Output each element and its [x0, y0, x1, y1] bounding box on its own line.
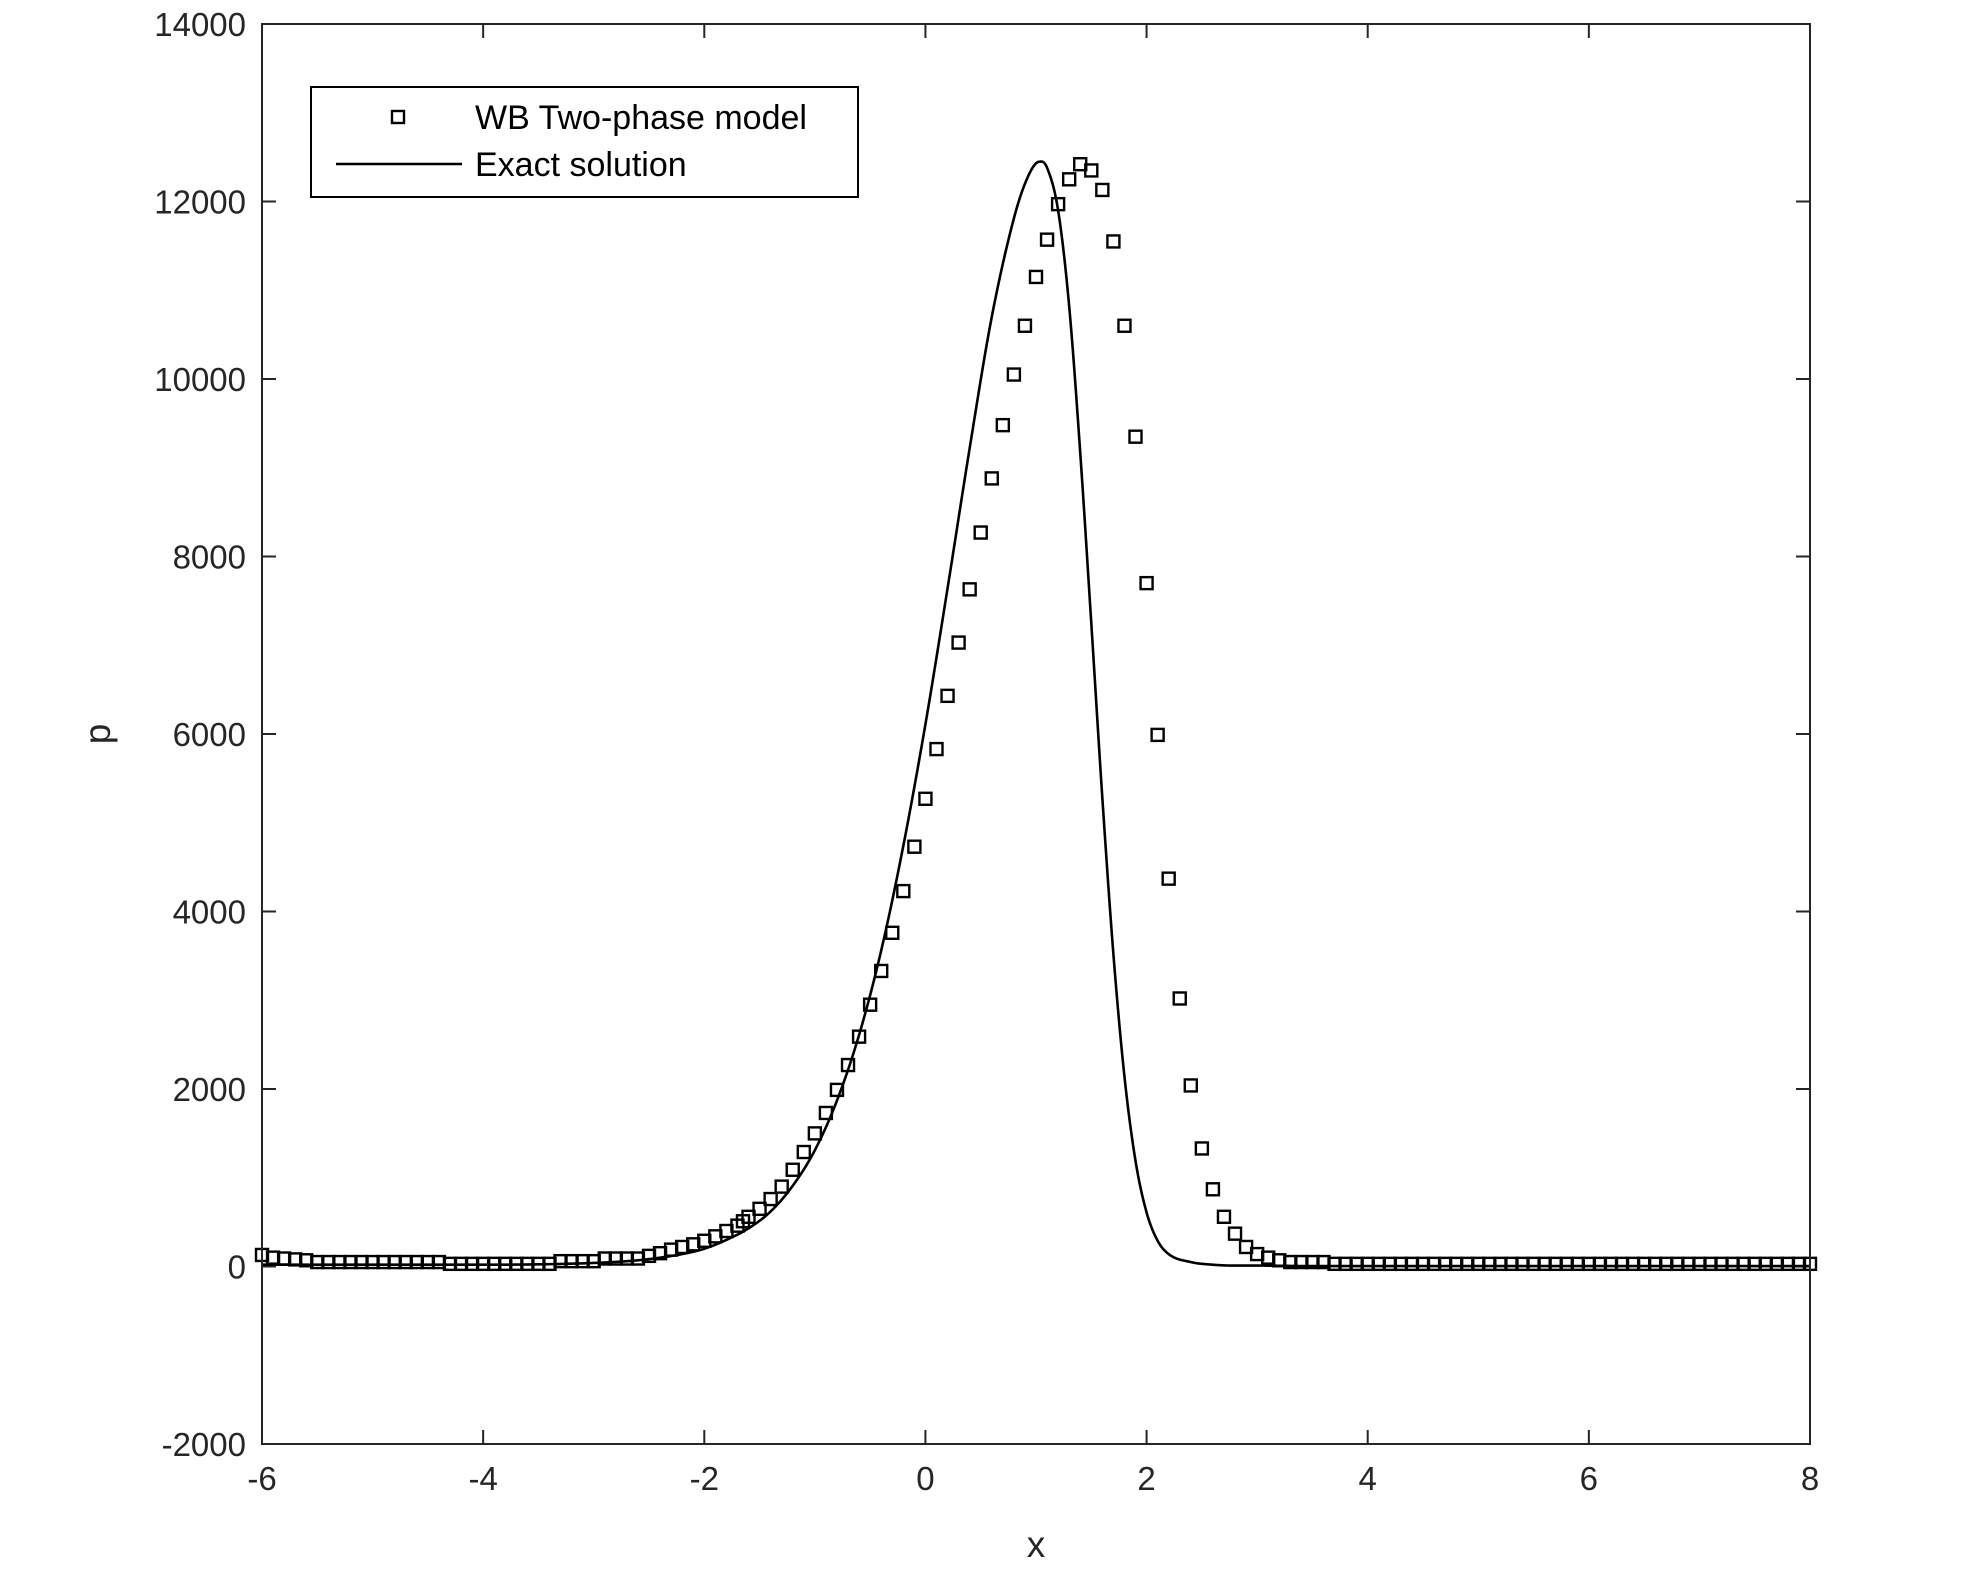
data-point-marker [885, 925, 900, 940]
data-point-marker [741, 1209, 756, 1225]
data-point-marker [1117, 318, 1132, 333]
data-point-marker [851, 1029, 867, 1044]
x-tick-label: -2 [690, 1460, 719, 1497]
x-tick-label: 2 [1137, 1460, 1155, 1497]
data-point-marker [1227, 1226, 1243, 1241]
data-point-marker [940, 688, 955, 704]
data-point-marker [1161, 871, 1176, 886]
data-point-marker [1084, 163, 1099, 178]
data-point-marker [840, 1057, 856, 1073]
y-tick-label: 8000 [173, 539, 246, 576]
y-tick-label: 14000 [154, 6, 246, 43]
data-point-marker [763, 1191, 778, 1207]
data-point-marker [796, 1144, 811, 1160]
axes-box [261, 23, 1811, 1445]
data-point-marker [785, 1162, 800, 1177]
data-point-marker [807, 1126, 823, 1141]
data-point-marker [862, 997, 878, 1012]
data-point-marker [829, 1082, 845, 1098]
data-point-marker [995, 417, 1011, 433]
data-point-marker [1128, 429, 1143, 444]
x-tick-label: -6 [247, 1460, 276, 1497]
y-axis-label: p [77, 724, 118, 745]
legend: WB Two-phase model Exact solution [310, 86, 859, 198]
data-point-marker [1150, 727, 1165, 743]
x-tick-label: -4 [468, 1460, 497, 1497]
data-point-marker [1106, 234, 1121, 249]
data-point-marker [1039, 232, 1055, 247]
data-point-marker [1028, 269, 1044, 285]
x-tick-label: 6 [1580, 1460, 1598, 1497]
x-tick-label: 8 [1801, 1460, 1819, 1497]
x-tick-label: 4 [1359, 1460, 1377, 1497]
data-point-marker [874, 963, 889, 979]
data-point-marker [973, 525, 988, 540]
data-point-marker [1172, 991, 1187, 1006]
data-point-marker [774, 1179, 789, 1194]
y-tick-label: 4000 [173, 894, 246, 931]
data-point-marker [1183, 1078, 1199, 1093]
data-point-marker [951, 635, 966, 650]
data-point-marker [1017, 318, 1033, 333]
data-point-marker [1061, 172, 1077, 187]
data-point-marker [984, 471, 999, 486]
data-point-marker [929, 741, 944, 757]
y-tick-label: 0 [228, 1249, 246, 1286]
data-point-marker [1006, 367, 1022, 382]
data-point-marker [1095, 182, 1110, 198]
legend-label-exact: Exact solution [475, 146, 687, 184]
data-point-marker [1050, 196, 1066, 212]
x-tick-label: 0 [916, 1460, 934, 1497]
axis-tick-labels: -6 -4 -2 0 2 4 6 8 -2000 0 2000 4000 6000 8000 10000 12… [154, 6, 1819, 1497]
y-tick-label: 6000 [173, 716, 246, 753]
data-point-marker [1216, 1209, 1232, 1225]
data-point-marker [918, 791, 933, 806]
data-point-marker [907, 839, 922, 854]
data-point-marker [896, 883, 911, 899]
legend-square-marker [390, 109, 406, 125]
legend-box [310, 86, 859, 198]
data-point-marker [1205, 1182, 1221, 1197]
data-point-marker [1194, 1141, 1210, 1156]
x-axis-label: x [1027, 1524, 1046, 1565]
legend-label-wb: WB Two-phase model [475, 99, 807, 137]
data-point-marker [1139, 575, 1154, 591]
plot-area [262, 24, 1810, 1444]
y-tick-label: 12000 [154, 184, 246, 221]
y-tick-label: 10000 [154, 361, 246, 398]
y-tick-label: -2000 [162, 1426, 246, 1463]
data-point-marker [752, 1201, 767, 1217]
data-point-marker [962, 582, 977, 597]
wb-two-phase-markers [254, 157, 1818, 1272]
data-point-marker [818, 1105, 834, 1121]
y-tick-label: 2000 [173, 1071, 246, 1108]
